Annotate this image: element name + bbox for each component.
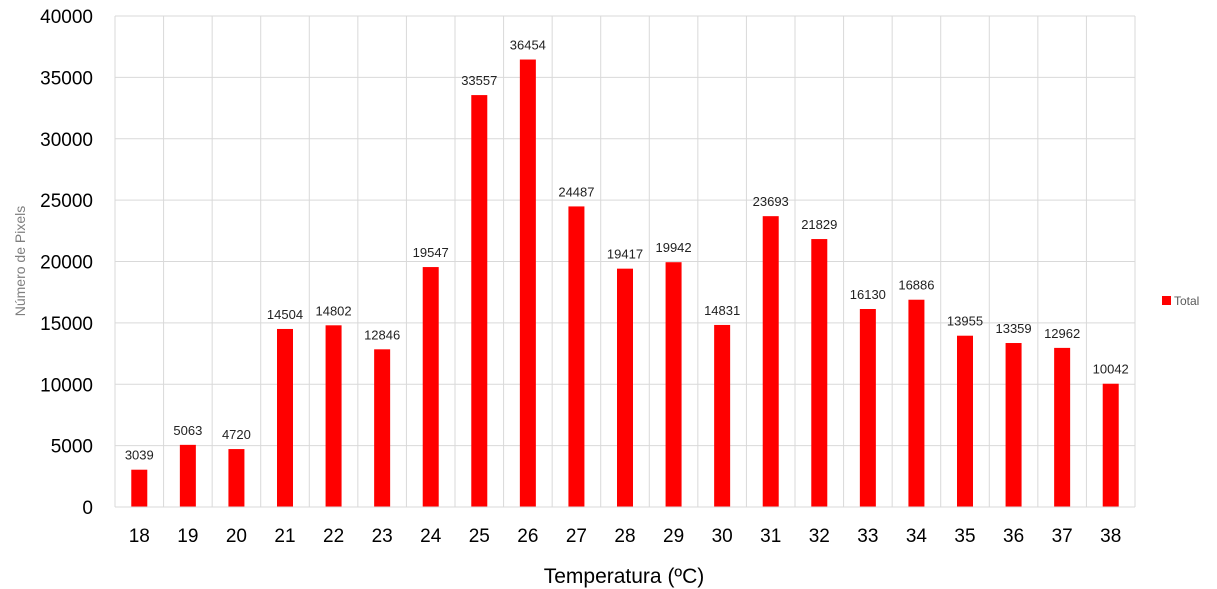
bar <box>1102 383 1119 507</box>
y-tick-label: 20000 <box>40 253 93 274</box>
y-axis-title: Número de Pixels <box>12 206 28 317</box>
x-tick-label: 18 <box>129 526 150 547</box>
bar <box>179 444 196 507</box>
y-tick-label: 5000 <box>51 437 93 458</box>
legend: Total <box>1162 294 1199 308</box>
bar-value-label: 14831 <box>704 303 740 318</box>
x-tick-label: 22 <box>323 526 344 547</box>
x-tick-label: 29 <box>663 526 684 547</box>
gridlines <box>114 15 1136 508</box>
data-labels: 3039 5063 4720 14504 14802 12846 19547 33557 364… <box>125 38 1129 463</box>
bar-value-label: 19417 <box>607 247 643 262</box>
bar <box>617 268 633 507</box>
x-tick-label: 24 <box>420 526 442 547</box>
bar-value-label: 3039 <box>125 448 154 463</box>
bar-value-label: 33557 <box>461 73 497 88</box>
bar <box>714 324 731 507</box>
x-tick-label: 28 <box>614 526 635 547</box>
y-tick-label: 25000 <box>40 191 93 212</box>
bar <box>228 449 245 507</box>
bar <box>665 262 682 507</box>
x-tick-label: 37 <box>1052 526 1073 547</box>
y-tick-label: 15000 <box>40 314 93 335</box>
bar-value-label: 16130 <box>850 287 886 302</box>
bar-value-label: 24487 <box>558 184 594 199</box>
bar-value-label: 23693 <box>753 194 789 209</box>
x-tick-label: 20 <box>226 526 247 547</box>
y-tick-label: 30000 <box>40 130 93 151</box>
y-axis-ticks: 0 5000 10000 15000 20000 25000 30000 35000 40000 <box>40 7 93 519</box>
x-tick-label: 33 <box>857 526 878 547</box>
bar-value-label: 14802 <box>315 303 351 318</box>
bar-series <box>131 59 1119 508</box>
bar <box>811 239 828 508</box>
x-tick-label: 26 <box>517 526 538 547</box>
bar <box>568 206 585 508</box>
bar-value-label: 19942 <box>655 240 691 255</box>
bar <box>1054 347 1071 507</box>
legend-label: Total <box>1174 294 1199 308</box>
bar <box>374 349 391 507</box>
y-tick-label: 0 <box>82 498 93 519</box>
bar <box>859 309 876 507</box>
bar-value-label: 13359 <box>995 321 1031 336</box>
x-tick-label: 27 <box>566 526 587 547</box>
x-tick-label: 31 <box>760 526 781 547</box>
bar <box>957 335 973 507</box>
x-tick-label: 36 <box>1003 526 1024 547</box>
bar-value-label: 5063 <box>173 423 202 438</box>
bar <box>1005 343 1022 507</box>
x-axis-ticks: 18 19 20 21 22 23 24 25 26 27 28 29 30 31 32 33 34 35 36 37… <box>129 526 1122 547</box>
bar-value-label: 12846 <box>364 327 400 342</box>
legend-swatch <box>1162 296 1171 305</box>
bar <box>422 267 439 507</box>
bar-value-label: 14504 <box>267 307 303 322</box>
bar-value-label: 36454 <box>510 38 546 53</box>
x-tick-label: 34 <box>906 526 928 547</box>
bar <box>325 325 342 507</box>
bar <box>131 469 148 507</box>
x-tick-label: 30 <box>712 526 733 547</box>
bar-value-label: 13955 <box>947 314 983 329</box>
bar-value-label: 21829 <box>801 217 837 232</box>
bar-value-label: 12962 <box>1044 326 1080 341</box>
bar-value-label: 19547 <box>413 245 449 260</box>
bar-value-label: 16886 <box>898 278 934 293</box>
y-tick-label: 40000 <box>40 7 93 28</box>
x-tick-label: 32 <box>809 526 830 547</box>
bar <box>471 95 488 507</box>
bar <box>908 299 925 507</box>
x-tick-label: 35 <box>954 526 975 547</box>
x-tick-label: 38 <box>1100 526 1121 547</box>
y-tick-label: 35000 <box>40 68 93 89</box>
bar <box>519 59 536 507</box>
x-tick-label: 23 <box>372 526 393 547</box>
x-tick-label: 19 <box>177 526 198 547</box>
bar-value-label: 4720 <box>222 427 251 442</box>
bar <box>277 328 293 507</box>
x-tick-label: 25 <box>469 526 490 547</box>
y-tick-label: 10000 <box>40 375 93 396</box>
x-tick-label: 21 <box>274 526 295 547</box>
x-axis-title: Temperatura (ºC) <box>544 565 705 588</box>
bar <box>762 216 779 507</box>
bar-value-label: 10042 <box>1093 362 1129 377</box>
